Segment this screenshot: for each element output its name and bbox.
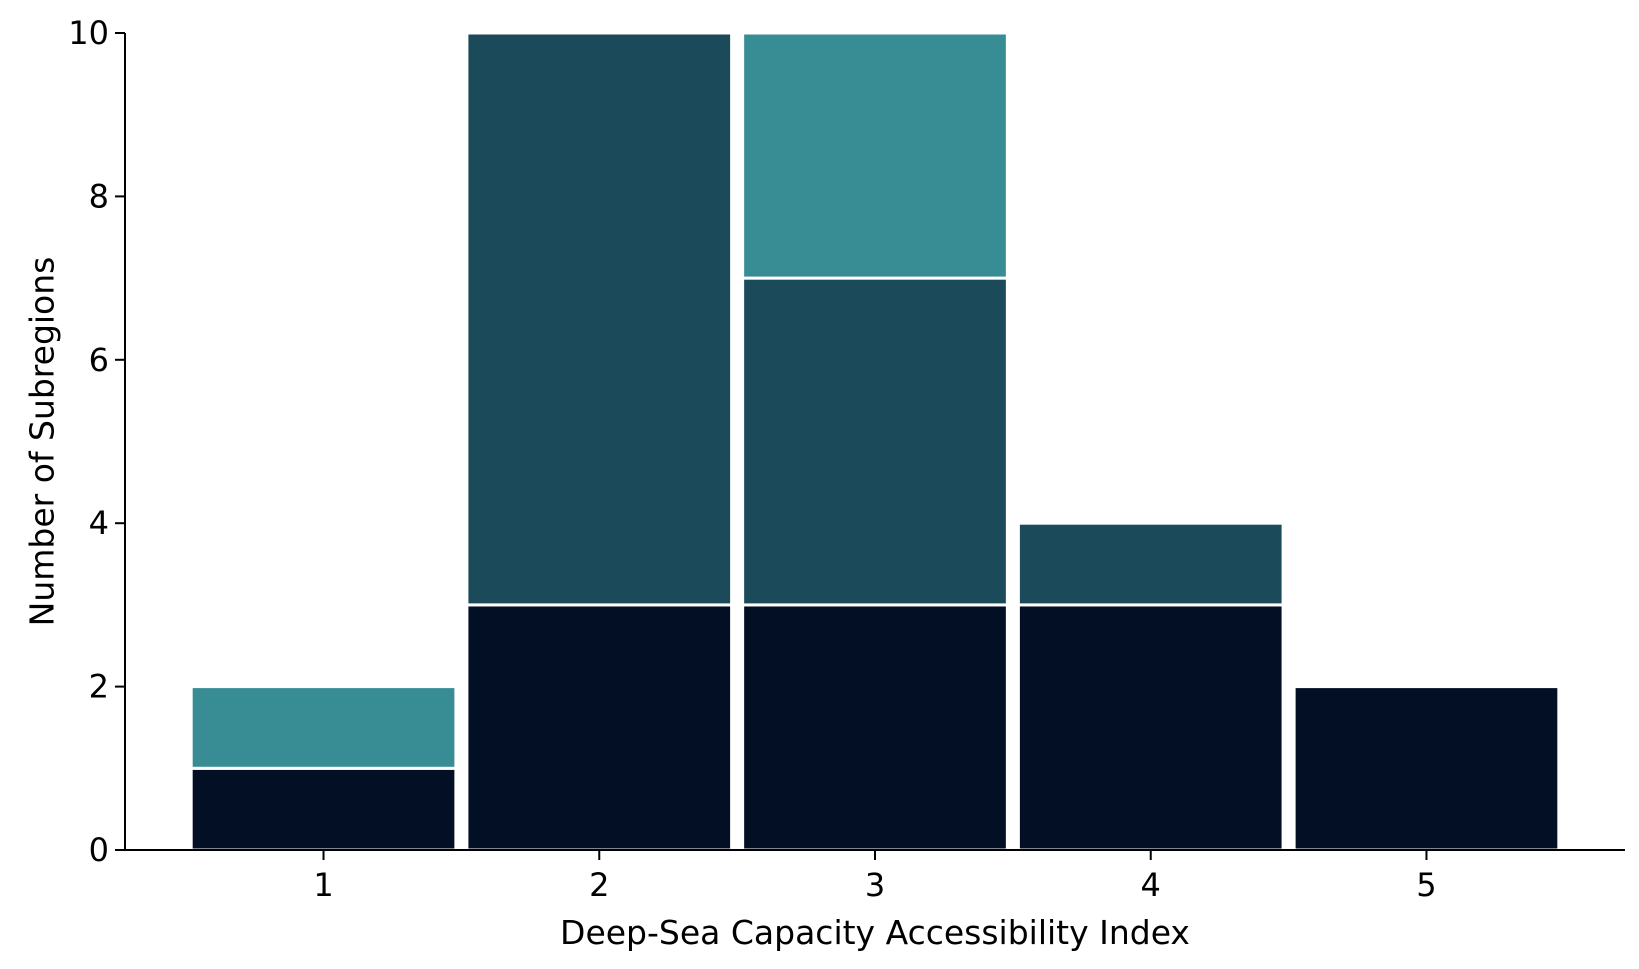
y-tick-label: 8 (89, 177, 109, 215)
bar-segment-cat3-series1 (741, 603, 1009, 852)
y-axis-title: Number of Subregions (23, 257, 62, 627)
ticks-layer: 1 2 3 4 5 0 2 4 6 8 10 (68, 14, 1436, 904)
x-tick-label: 1 (313, 866, 333, 904)
x-axis-title: Deep-Sea Capacity Accessibility Index (560, 913, 1190, 952)
x-tick-label: 5 (1416, 866, 1436, 904)
y-tick-label: 2 (89, 668, 109, 706)
x-tick-label: 2 (589, 866, 609, 904)
bar-segment-cat1-series3 (189, 685, 458, 770)
y-tick-label: 6 (89, 341, 109, 379)
y-tick-label: 4 (89, 504, 109, 542)
bar-segment-cat1-series1 (189, 766, 458, 852)
bar-segment-cat2-series2 (465, 31, 734, 607)
x-tick-label: 3 (865, 866, 885, 904)
bar-segment-cat3-series3 (741, 31, 1009, 280)
y-tick-label: 0 (89, 831, 109, 869)
bar-segment-cat4-series1 (1016, 603, 1285, 852)
x-tick-label: 4 (1141, 866, 1161, 904)
bar-segment-cat5-series1 (1292, 685, 1561, 852)
bar-segment-cat4-series2 (1016, 521, 1285, 607)
bar-segment-cat2-series1 (465, 603, 734, 852)
bars-layer (189, 31, 1561, 852)
y-tick-label: 10 (68, 14, 109, 52)
bar-segment-cat3-series2 (741, 276, 1009, 607)
